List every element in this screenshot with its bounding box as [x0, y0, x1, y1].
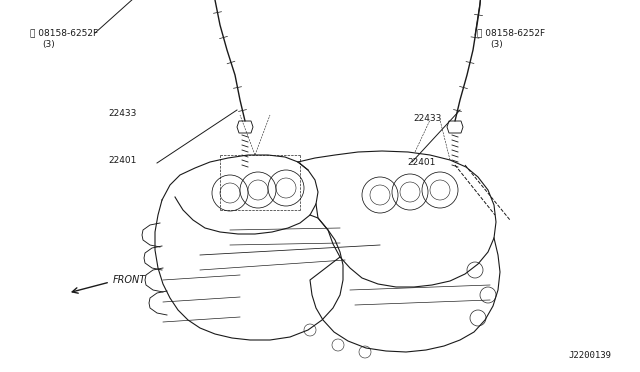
- Text: 22401: 22401: [407, 157, 435, 167]
- Text: FRONT: FRONT: [113, 275, 147, 285]
- Text: 22433: 22433: [108, 109, 136, 118]
- Text: 22433: 22433: [413, 113, 442, 122]
- Text: (3): (3): [42, 40, 55, 49]
- Text: (3): (3): [490, 40, 503, 49]
- Text: Ⓐ 08158-6252F: Ⓐ 08158-6252F: [30, 28, 98, 37]
- Text: Ⓐ 08158-6252F: Ⓐ 08158-6252F: [477, 28, 545, 37]
- Text: J2200139: J2200139: [568, 351, 611, 360]
- Text: 22401: 22401: [108, 155, 136, 164]
